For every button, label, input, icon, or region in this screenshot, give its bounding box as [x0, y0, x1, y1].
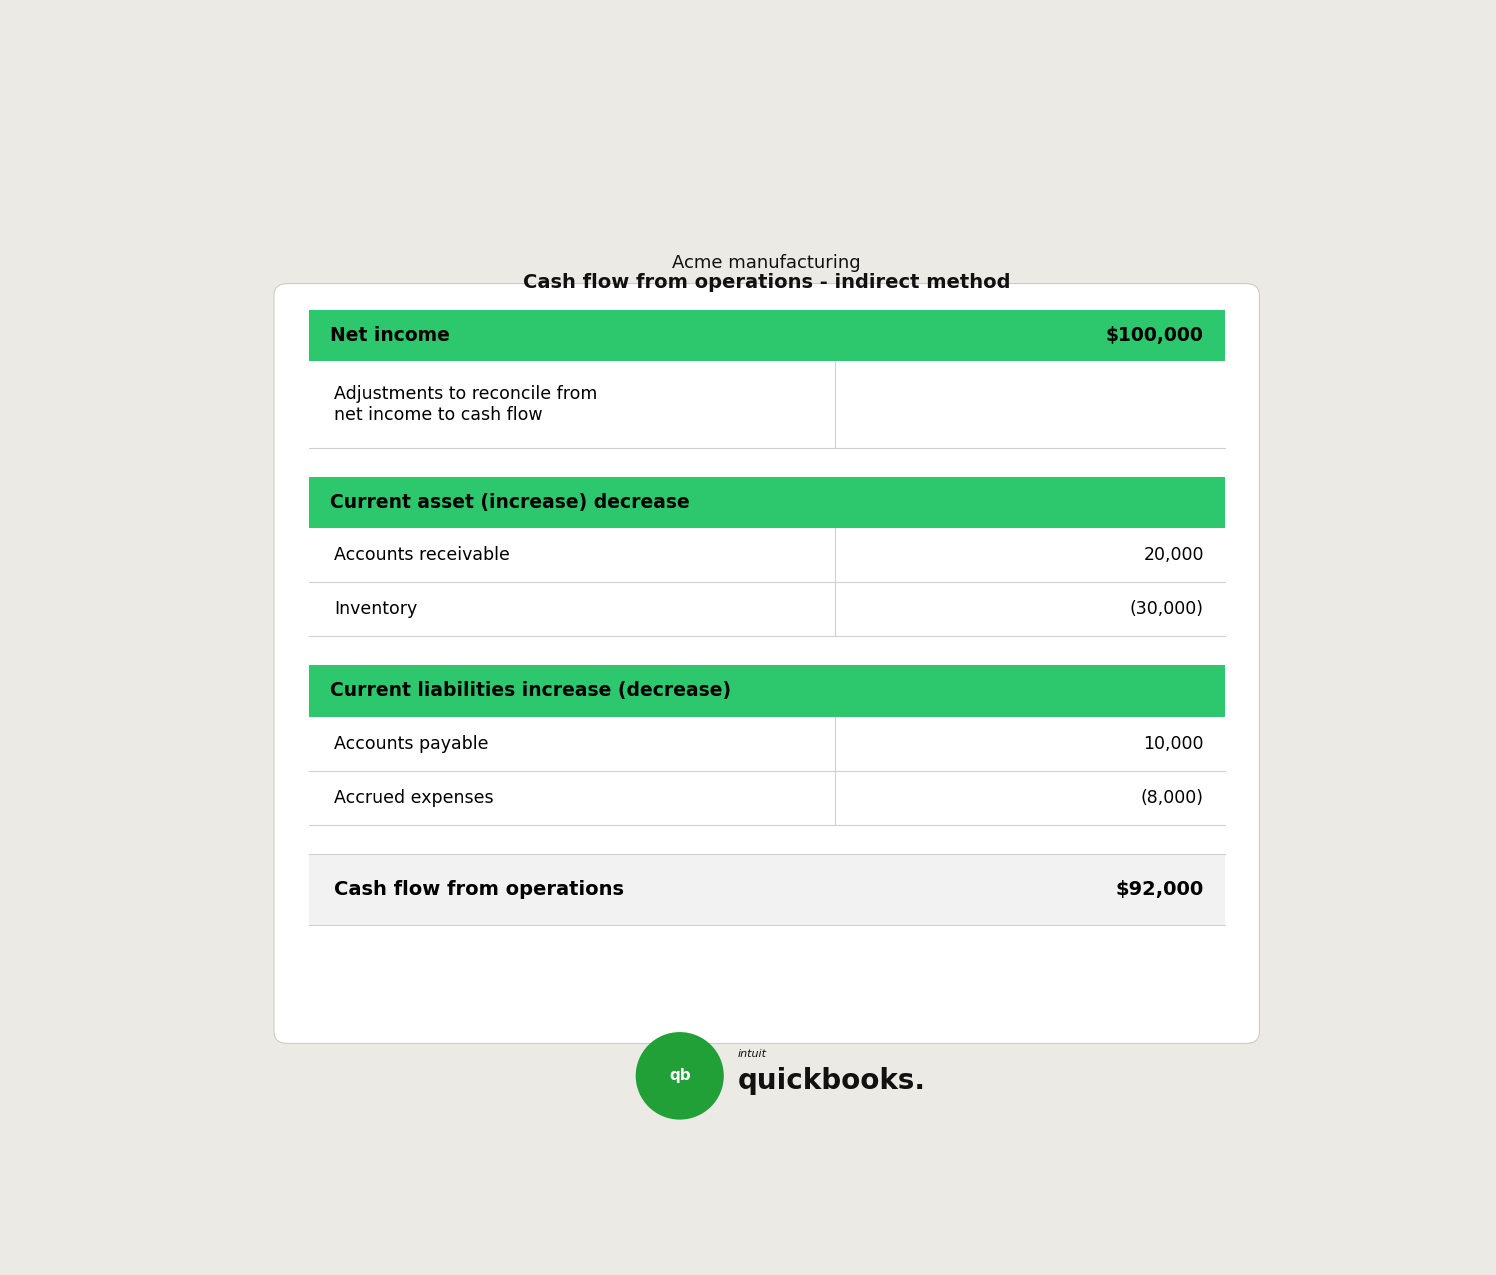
Bar [308, 666, 1225, 717]
Bar [308, 770, 1225, 825]
Text: qb: qb [669, 1068, 691, 1084]
Text: Accounts receivable: Accounts receivable [334, 546, 510, 564]
Text: 10,000: 10,000 [1143, 734, 1204, 752]
Bar [308, 581, 1225, 636]
Text: Adjustments to reconcile from
net income to cash flow: Adjustments to reconcile from net income… [334, 385, 597, 423]
FancyBboxPatch shape [274, 283, 1260, 1043]
Text: $92,000: $92,000 [1116, 880, 1204, 899]
Text: quickbooks.: quickbooks. [738, 1067, 926, 1095]
Text: Accounts payable: Accounts payable [334, 734, 489, 752]
Text: $100,000: $100,000 [1106, 326, 1204, 346]
Text: (8,000): (8,000) [1141, 788, 1204, 807]
Text: Net income: Net income [329, 326, 449, 346]
Text: Acme manufacturing: Acme manufacturing [672, 254, 862, 272]
Text: intuit: intuit [738, 1049, 767, 1060]
Text: Cash flow from operations: Cash flow from operations [334, 880, 624, 899]
Bar [308, 310, 1225, 361]
Bar [308, 717, 1225, 770]
Bar [308, 854, 1225, 924]
Bar [308, 477, 1225, 528]
Text: Current asset (increase) decrease: Current asset (increase) decrease [329, 493, 690, 513]
Text: Cash flow from operations - indirect method: Cash flow from operations - indirect met… [524, 273, 1010, 292]
Text: (30,000): (30,000) [1129, 601, 1204, 618]
Bar [308, 528, 1225, 581]
Bar [308, 361, 1225, 448]
Ellipse shape [636, 1031, 724, 1119]
Text: 20,000: 20,000 [1143, 546, 1204, 564]
Text: Accrued expenses: Accrued expenses [334, 788, 494, 807]
Text: Current liabilities increase (decrease): Current liabilities increase (decrease) [329, 682, 730, 700]
Text: Inventory: Inventory [334, 601, 417, 618]
